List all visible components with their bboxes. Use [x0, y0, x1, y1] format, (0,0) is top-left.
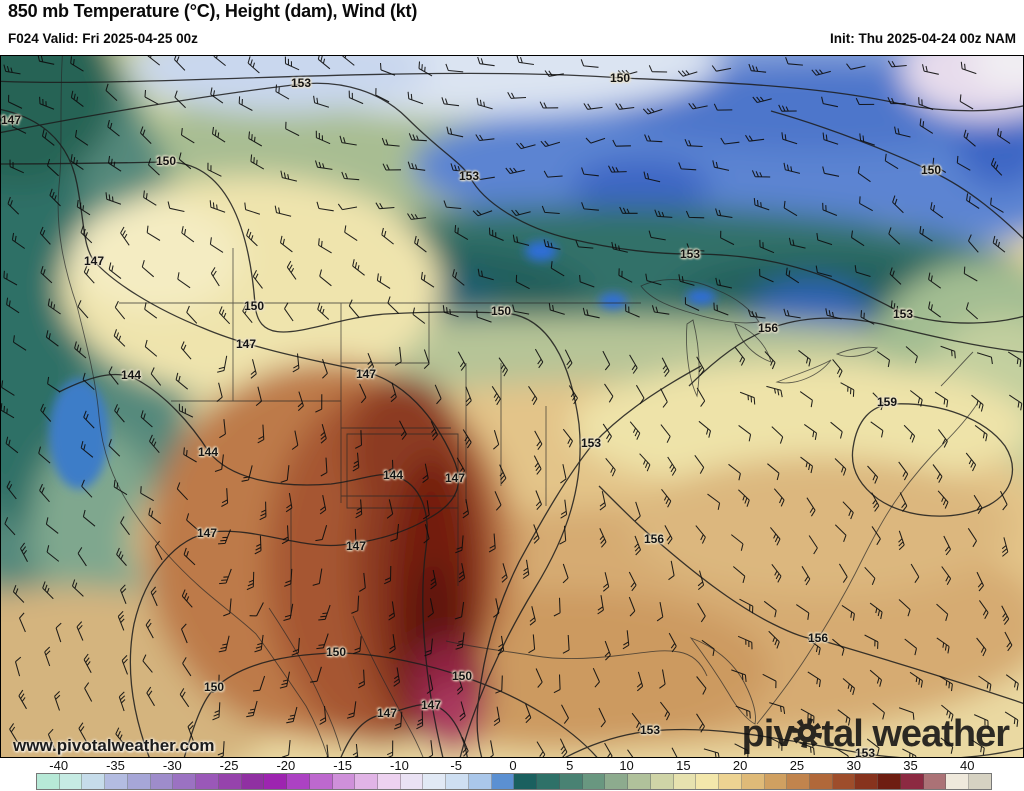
colorbar-segment — [650, 774, 674, 789]
colorbar-segment — [378, 774, 401, 789]
colorbar-segment — [878, 774, 901, 789]
colorbar-segment — [59, 774, 83, 789]
colorbar-segment — [105, 774, 128, 789]
header: 850 mb Temperature (°C), Height (dam), W… — [0, 0, 1024, 55]
geography-borders — [57, 56, 978, 757]
colorbar-tick: -10 — [390, 758, 409, 773]
temperature-shading — [1, 56, 1023, 757]
colorbar-segment — [468, 774, 492, 789]
colorbar-segment — [173, 774, 197, 789]
colorbar-segment — [605, 774, 629, 789]
colorbar-segment — [900, 774, 924, 789]
height-contours — [1, 72, 1023, 757]
logo-text-prefix: piv — [741, 713, 795, 755]
colorbar-tick: 20 — [732, 758, 748, 773]
colorbar-segment — [150, 774, 174, 789]
colorbar-tick: 0 — [509, 758, 517, 773]
colorbar-segment — [855, 774, 879, 789]
colorbar-segment — [355, 774, 379, 789]
colorbar-segment — [559, 774, 583, 789]
colorbar-tick: -20 — [276, 758, 296, 773]
init-time: Init: Thu 2025-04-24 00z NAM — [829, 31, 1016, 46]
colorbar-tick: -15 — [333, 758, 353, 773]
colorbar — [36, 773, 992, 790]
logo-text-suffix: tal weather — [821, 713, 1010, 755]
colorbar-tick: -35 — [106, 758, 125, 773]
colorbar-segment — [218, 774, 242, 789]
colorbar-tick: -40 — [49, 758, 69, 773]
colorbar-tick: 5 — [566, 758, 574, 773]
colorbar-tick: 35 — [903, 758, 918, 773]
colorbar-tick: -5 — [450, 758, 462, 773]
colorbar-segment — [787, 774, 810, 789]
colorbar-tick: 15 — [676, 758, 691, 773]
colorbar-segment — [241, 774, 265, 789]
wind-barbs — [1, 56, 1023, 757]
colorbar-tick: 40 — [960, 758, 975, 773]
gear-icon — [792, 718, 823, 748]
colorbar-segment — [37, 774, 60, 789]
colorbar-segment — [332, 774, 356, 789]
colorbar-tick: -25 — [219, 758, 239, 773]
colorbar-segment — [719, 774, 742, 789]
colorbar-segment — [537, 774, 560, 789]
colorbar-segment — [809, 774, 833, 789]
temperature-field-map — [1, 56, 1023, 757]
colorbar-segment — [400, 774, 424, 789]
colorbar-area: -40 -35 -30 -25 -20 -15 -10 -5 0 5 10 15 20 25 30 35 40 — [0, 758, 1024, 791]
colorbar-segment — [673, 774, 697, 789]
colorbar-segment — [582, 774, 606, 789]
colorbar-segment — [628, 774, 651, 789]
colorbar-tick: 25 — [789, 758, 805, 773]
colorbar-tick: 30 — [846, 758, 861, 773]
colorbar-segment — [446, 774, 469, 789]
colorbar-segment — [696, 774, 720, 789]
colorbar-segment — [946, 774, 970, 789]
colorbar-ticks: -40 -35 -30 -25 -20 -15 -10 -5 0 5 10 15 20 25 30 35 40 — [0, 758, 1024, 773]
colorbar-segment — [196, 774, 219, 789]
colorbar-segment — [309, 774, 333, 789]
map-canvas: 147 153 150 150 153 150 153 147 150 150 153 156 147 1… — [0, 55, 1024, 760]
pivotal-weather-logo: piv tal weather — [741, 713, 1010, 755]
colorbar-segment — [264, 774, 288, 789]
colorbar-segment — [82, 774, 106, 789]
colorbar-segment — [491, 774, 515, 789]
colorbar-tick: 10 — [619, 758, 634, 773]
colorbar-segment — [127, 774, 151, 789]
colorbar-segment — [923, 774, 947, 789]
colorbar-segment — [423, 774, 447, 789]
colorbar-segment — [287, 774, 310, 789]
valid-time: F024 Valid: Fri 2025-04-25 00z — [8, 31, 198, 46]
colorbar-segment — [832, 774, 856, 789]
colorbar-segment — [969, 774, 991, 789]
colorbar-tick: -30 — [162, 758, 182, 773]
watermark: www.pivotalweather.com — [13, 736, 215, 755]
colorbar-segment — [514, 774, 538, 789]
page-title: 850 mb Temperature (°C), Height (dam), W… — [8, 1, 418, 21]
colorbar-segment — [741, 774, 765, 789]
colorbar-segment — [764, 774, 788, 789]
